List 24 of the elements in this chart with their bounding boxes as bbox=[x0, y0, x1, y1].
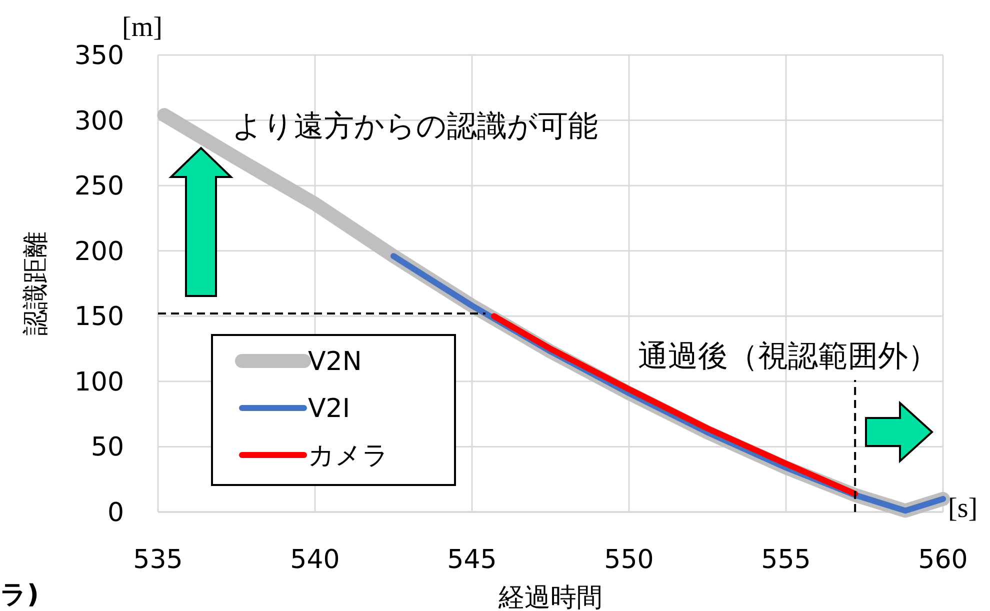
x-tick-label: 555 bbox=[761, 545, 811, 575]
x-tick-label: 550 bbox=[604, 545, 654, 575]
text: [s] bbox=[948, 493, 978, 524]
x-axis-title: 経過時間 bbox=[498, 583, 602, 611]
y-tick-label: 200 bbox=[74, 236, 124, 267]
legend-label: V2N bbox=[308, 347, 362, 377]
x-tick-label: 535 bbox=[133, 545, 183, 575]
y-tick-label: 250 bbox=[74, 172, 124, 202]
annotation: より遠方からの認識が可能 bbox=[232, 109, 598, 144]
x-tick-label: 545 bbox=[447, 545, 497, 575]
text: [m] bbox=[122, 12, 162, 43]
text: ラ) bbox=[0, 580, 39, 610]
y-tick-label: 350 bbox=[74, 41, 124, 71]
x-tick-label: 540 bbox=[290, 545, 340, 575]
legend-label: V2I bbox=[308, 394, 350, 424]
x-tick-label: 560 bbox=[918, 545, 968, 575]
annotation: 通過後（視認範囲外） bbox=[638, 339, 938, 374]
legend-label: カメラ bbox=[308, 441, 389, 471]
y-tick-label: 50 bbox=[90, 432, 124, 463]
y-axis-title: 認識距離 bbox=[21, 232, 51, 336]
y-tick-label: 100 bbox=[74, 367, 124, 398]
y-tick-label: 300 bbox=[74, 106, 124, 136]
y-tick-label: 150 bbox=[74, 302, 124, 332]
y-tick-label: 0 bbox=[107, 498, 124, 528]
